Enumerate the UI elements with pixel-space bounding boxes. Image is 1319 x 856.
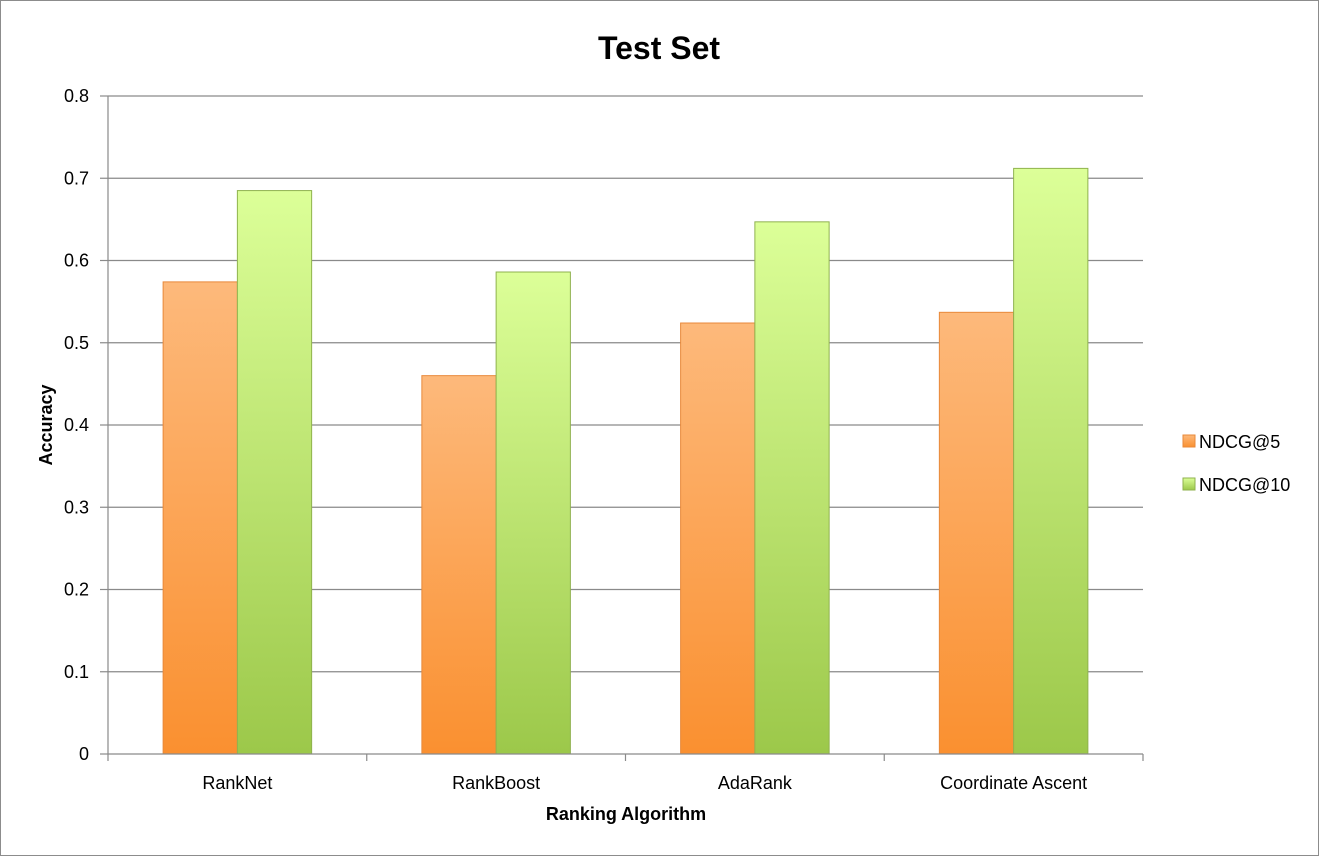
legend-swatch	[1182, 434, 1196, 448]
y-tick-label: 0.1	[64, 662, 89, 682]
bar-ndcg-5-ranknet	[162, 281, 238, 755]
y-tick-label: 0.8	[64, 86, 89, 106]
bar-ndcg-5-adarank	[680, 322, 756, 755]
y-axis-label: Accuracy	[36, 384, 56, 465]
bar-ndcg-5-coordinate-ascent	[938, 311, 1015, 755]
bar-ndcg-10-coordinate-ascent	[1013, 167, 1089, 755]
y-tick-label: 0.5	[64, 333, 89, 353]
x-tick-label: Coordinate Ascent	[940, 773, 1087, 793]
y-tick-label: 0.7	[64, 168, 89, 188]
legend-swatch	[1182, 477, 1196, 491]
x-axis-label: Ranking Algorithm	[546, 804, 706, 824]
bar-ndcg-10-rankboost	[495, 271, 571, 755]
legend-label: NDCG@10	[1199, 475, 1290, 495]
y-tick-label: 0.6	[64, 251, 89, 271]
x-tick-labels: RankNet RankBoost AdaRank Coordinate Ascent	[202, 773, 1087, 793]
y-tick-labels: 0 0.1 0.2 0.3 0.4 0.5 0.6 0.7 0.8	[64, 86, 89, 764]
x-tick-label: RankNet	[202, 773, 272, 793]
legend-label: NDCG@5	[1199, 432, 1280, 452]
bar-ndcg-10-ranknet	[236, 190, 313, 755]
bar-ndcg-5-rankboost	[421, 375, 497, 755]
y-tick-label: 0.2	[64, 580, 89, 600]
x-tick-label: AdaRank	[718, 773, 793, 793]
y-tick-label: 0.4	[64, 415, 89, 435]
y-tick-label: 0	[79, 744, 89, 764]
chart-title: Test Set	[598, 30, 720, 66]
y-tick-label: 0.3	[64, 497, 89, 517]
axes	[100, 95, 1144, 761]
bar-ndcg-10-adarank	[754, 221, 830, 755]
x-tick-label: RankBoost	[452, 773, 540, 793]
legend: NDCG@5 NDCG@10	[1182, 432, 1290, 495]
bars	[162, 167, 1089, 755]
